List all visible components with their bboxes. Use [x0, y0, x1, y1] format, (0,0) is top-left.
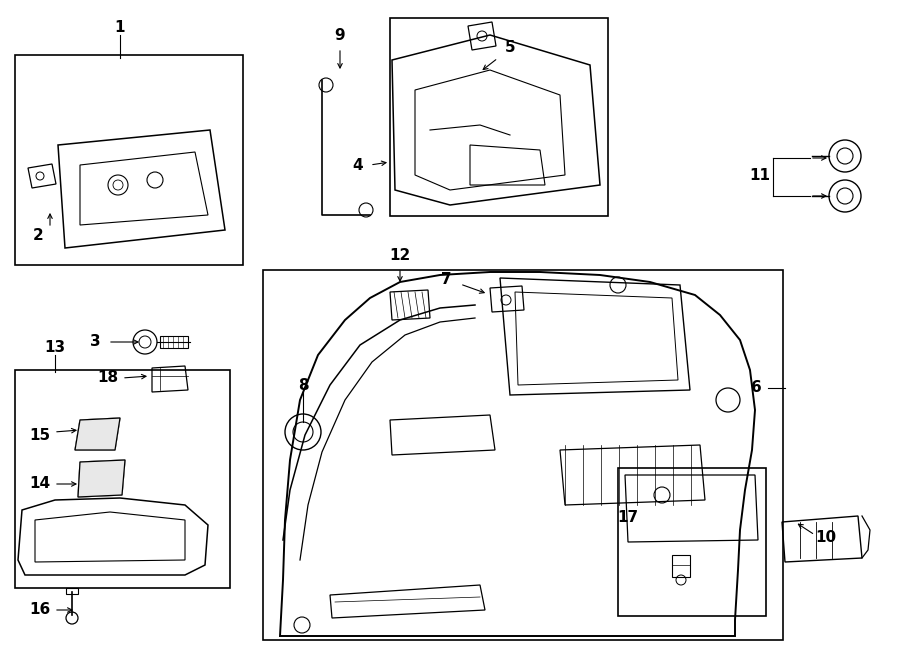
Polygon shape — [75, 418, 120, 450]
Text: 13: 13 — [44, 340, 66, 356]
Text: 9: 9 — [335, 28, 346, 42]
Text: 16: 16 — [30, 602, 50, 617]
Bar — [672, 555, 690, 577]
Text: 11: 11 — [750, 167, 770, 182]
Text: 12: 12 — [390, 249, 410, 264]
Text: 3: 3 — [90, 334, 100, 350]
Text: 2: 2 — [32, 227, 43, 243]
Bar — [263, 270, 783, 640]
Bar — [66, 588, 78, 594]
Text: 6: 6 — [751, 381, 761, 395]
Bar — [160, 336, 188, 348]
Text: 7: 7 — [441, 272, 451, 288]
Text: 8: 8 — [298, 377, 309, 393]
Text: 4: 4 — [353, 157, 364, 173]
Text: 18: 18 — [97, 371, 119, 385]
Bar — [390, 18, 608, 216]
Text: 5: 5 — [505, 40, 516, 56]
Text: 10: 10 — [815, 531, 837, 545]
Polygon shape — [78, 460, 125, 497]
Bar — [15, 55, 243, 265]
Text: 14: 14 — [30, 477, 50, 492]
Bar — [15, 370, 230, 588]
Bar — [618, 468, 766, 616]
Text: 17: 17 — [617, 510, 639, 525]
Text: 15: 15 — [30, 428, 50, 442]
Text: 1: 1 — [115, 20, 125, 36]
